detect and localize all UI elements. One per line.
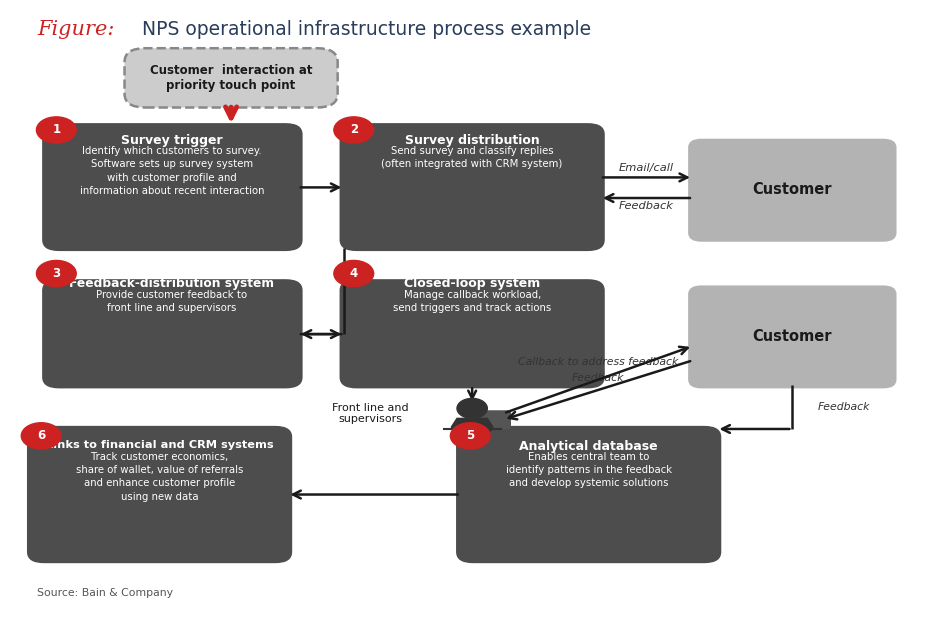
FancyBboxPatch shape [124, 48, 337, 107]
FancyBboxPatch shape [42, 123, 303, 251]
Text: Customer: Customer [752, 182, 832, 198]
Text: Survey trigger: Survey trigger [121, 134, 222, 147]
Circle shape [36, 260, 76, 287]
FancyBboxPatch shape [42, 279, 303, 388]
Text: Identify which customers to survey.
Software sets up survey system
with customer: Identify which customers to survey. Soft… [80, 146, 264, 196]
Circle shape [333, 117, 373, 143]
Text: Callback to address feedback: Callback to address feedback [518, 357, 678, 367]
Text: Front line and
supervisors: Front line and supervisors [332, 403, 409, 424]
Polygon shape [451, 422, 493, 438]
Text: Track customer economics,
share of wallet, value of referrals
and enhance custom: Track customer economics, share of walle… [76, 452, 243, 502]
FancyBboxPatch shape [688, 139, 897, 242]
Polygon shape [451, 418, 493, 427]
FancyBboxPatch shape [339, 123, 605, 251]
Text: 3: 3 [52, 267, 61, 280]
FancyBboxPatch shape [475, 410, 511, 429]
Text: Links to financial and CRM systems: Links to financial and CRM systems [46, 440, 274, 450]
FancyBboxPatch shape [339, 279, 605, 388]
Circle shape [36, 117, 76, 143]
Text: Customer  interaction at
priority touch point: Customer interaction at priority touch p… [150, 64, 313, 92]
Text: Analytical database: Analytical database [520, 440, 658, 453]
Text: Source: Bain & Company: Source: Bain & Company [37, 587, 174, 598]
Circle shape [333, 260, 373, 287]
Text: 6: 6 [37, 429, 46, 442]
FancyBboxPatch shape [27, 426, 293, 563]
Text: Customer: Customer [752, 329, 832, 344]
Text: Enables central team to
identify patterns in the feedback
and develop systemic s: Enables central team to identify pattern… [505, 452, 672, 488]
Text: NPS operational infrastructure process example: NPS operational infrastructure process e… [142, 20, 591, 39]
Text: Figure:: Figure: [37, 20, 115, 39]
Text: Email/call: Email/call [619, 163, 674, 173]
Text: Feedback-distribution system: Feedback-distribution system [69, 277, 275, 290]
Text: Provide customer feedback to
front line and supervisors: Provide customer feedback to front line … [96, 290, 247, 313]
Text: Manage callback workload,
send triggers and track actions: Manage callback workload, send triggers … [393, 290, 551, 313]
Text: 2: 2 [350, 124, 358, 137]
Text: Survey distribution: Survey distribution [405, 134, 540, 147]
Text: 1: 1 [52, 124, 61, 137]
FancyBboxPatch shape [688, 285, 897, 388]
Text: Closed-loop system: Closed-loop system [404, 277, 541, 290]
Circle shape [21, 423, 61, 449]
Text: Feedback: Feedback [572, 373, 624, 383]
Circle shape [450, 423, 490, 449]
Text: 5: 5 [466, 429, 474, 442]
Text: Feedback: Feedback [818, 402, 870, 412]
Circle shape [457, 398, 487, 418]
FancyBboxPatch shape [456, 426, 721, 563]
Text: Send survey and classify replies
(often integrated with CRM system): Send survey and classify replies (often … [382, 146, 562, 169]
Text: Feedback: Feedback [619, 201, 674, 211]
Text: 4: 4 [350, 267, 358, 280]
